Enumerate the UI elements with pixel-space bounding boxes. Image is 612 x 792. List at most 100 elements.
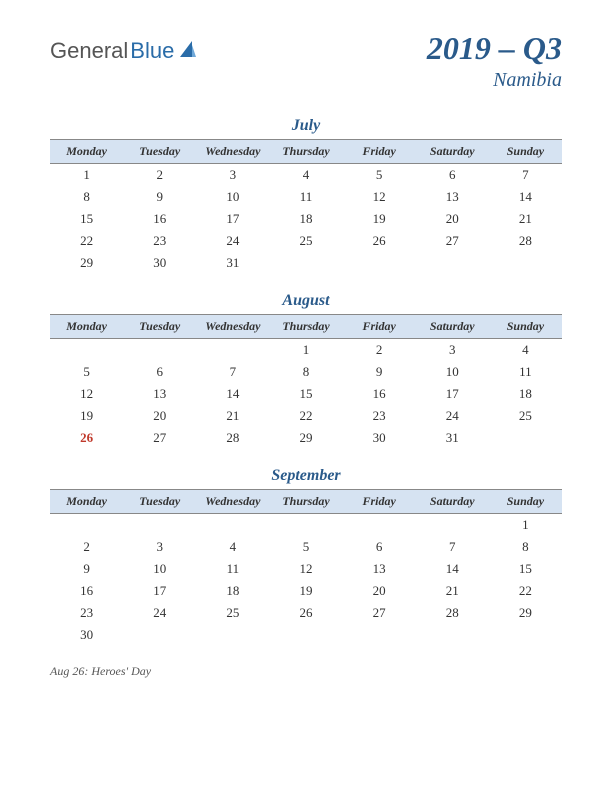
calendar-cell: 3 [123,536,196,558]
calendar-row: 293031 [50,252,562,274]
calendar-cell: 29 [269,427,342,449]
day-header-cell: Wednesday [196,140,269,164]
calendar-cell-empty [50,514,123,537]
calendar-cell: 11 [489,361,562,383]
calendar-cell-empty [269,624,342,646]
calendar-cell: 3 [196,164,269,187]
calendar-cell: 6 [343,536,416,558]
calendar-cell: 29 [50,252,123,274]
calendar-row: 22232425262728 [50,230,562,252]
calendar-cell: 23 [50,602,123,624]
calendar-cell-empty [343,514,416,537]
holiday-note: Aug 26: Heroes' Day [50,664,562,679]
calendar-cell: 1 [50,164,123,187]
calendar-cell: 13 [343,558,416,580]
calendar-cell: 31 [416,427,489,449]
calendar-cell: 2 [123,164,196,187]
calendar-cell: 25 [196,602,269,624]
calendar-cell-empty [123,514,196,537]
main-title: 2019 – Q3 [427,30,562,67]
day-header-cell: Tuesday [123,140,196,164]
day-header-cell: Tuesday [123,490,196,514]
calendar-cell-empty [269,514,342,537]
calendar-cell: 7 [196,361,269,383]
calendar-row: 891011121314 [50,186,562,208]
calendar-row: 16171819202122 [50,580,562,602]
calendar-cell: 18 [196,580,269,602]
calendar-cell: 26 [269,602,342,624]
calendar-cell: 7 [416,536,489,558]
calendar-cell-empty [343,252,416,274]
logo: General Blue [50,38,196,64]
day-header-cell: Tuesday [123,315,196,339]
calendar-table: MondayTuesdayWednesdayThursdayFridaySatu… [50,139,562,274]
calendar-cell: 10 [123,558,196,580]
day-header-cell: Wednesday [196,315,269,339]
calendar-cell: 9 [123,186,196,208]
day-header-cell: Monday [50,490,123,514]
calendar-cell-empty [489,624,562,646]
calendar-cell: 15 [489,558,562,580]
calendar-cell: 27 [343,602,416,624]
calendar-cell: 1 [489,514,562,537]
day-header-cell: Thursday [269,315,342,339]
calendar-table: MondayTuesdayWednesdayThursdayFridaySatu… [50,314,562,449]
calendar-cell: 2 [50,536,123,558]
day-header-cell: Thursday [269,490,342,514]
calendar-cell: 2 [343,339,416,362]
calendar-cell: 11 [269,186,342,208]
calendar-cell: 21 [489,208,562,230]
calendar-cell: 21 [416,580,489,602]
calendar-cell: 4 [489,339,562,362]
calendar-cell: 4 [269,164,342,187]
calendar-cell: 29 [489,602,562,624]
calendar-cell: 31 [196,252,269,274]
subtitle: Namibia [427,69,562,92]
calendar-row: 567891011 [50,361,562,383]
calendar-cell-empty [489,252,562,274]
calendar-cell: 22 [50,230,123,252]
day-header-cell: Monday [50,140,123,164]
calendar-cell: 14 [196,383,269,405]
day-header-cell: Sunday [489,490,562,514]
calendar-cell: 12 [269,558,342,580]
calendar-cell: 17 [416,383,489,405]
day-header-row: MondayTuesdayWednesdayThursdayFridaySatu… [50,140,562,164]
calendar-cell: 30 [50,624,123,646]
calendar-cell: 8 [269,361,342,383]
calendar-cell: 8 [489,536,562,558]
day-header-cell: Saturday [416,490,489,514]
month-name: July [50,117,562,135]
calendar-cell: 23 [123,230,196,252]
calendar-cell: 12 [343,186,416,208]
month-block: AugustMondayTuesdayWednesdayThursdayFrid… [50,292,562,449]
calendar-row: 1234 [50,339,562,362]
calendar-cell: 13 [123,383,196,405]
calendar-cell: 14 [416,558,489,580]
day-header-cell: Friday [343,140,416,164]
calendar-cell: 1 [269,339,342,362]
calendar-cell-empty [50,339,123,362]
calendar-cell-empty [416,624,489,646]
calendar-cell: 12 [50,383,123,405]
calendar-cell: 20 [416,208,489,230]
logo-text-blue: Blue [130,38,174,64]
calendar-cell: 7 [489,164,562,187]
calendar-cell: 10 [416,361,489,383]
calendar-cell: 20 [123,405,196,427]
calendar-cell-empty [269,252,342,274]
calendar-cell: 27 [123,427,196,449]
calendar-cell-empty [196,514,269,537]
calendar-cell: 15 [50,208,123,230]
calendar-row: 30 [50,624,562,646]
calendar-cell: 13 [416,186,489,208]
calendar-cell: 22 [269,405,342,427]
calendar-table: MondayTuesdayWednesdayThursdayFridaySatu… [50,489,562,646]
calendar-cell: 19 [269,580,342,602]
calendar-cell: 10 [196,186,269,208]
calendar-cell-empty [196,339,269,362]
calendar-cell: 6 [416,164,489,187]
holidays-list: Aug 26: Heroes' Day [50,664,562,679]
day-header-cell: Sunday [489,315,562,339]
calendar-row: 23242526272829 [50,602,562,624]
